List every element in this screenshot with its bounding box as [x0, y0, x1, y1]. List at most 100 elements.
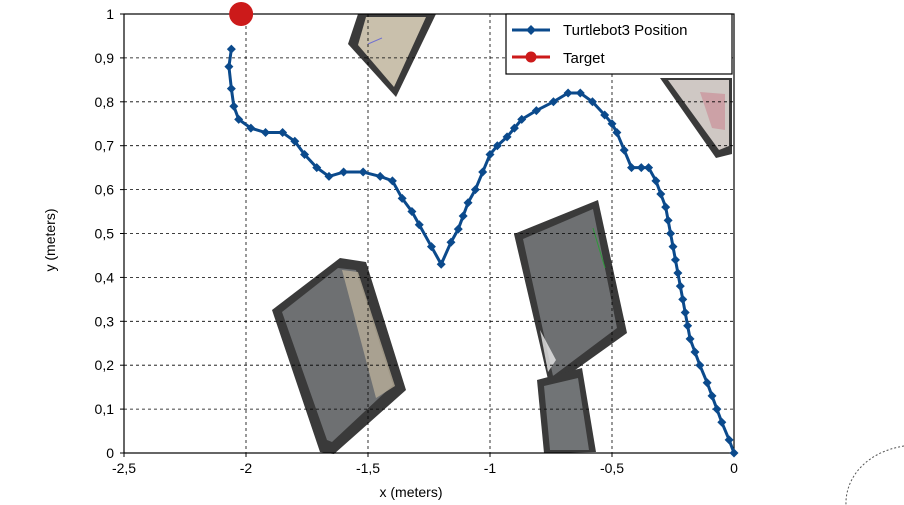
axes: -2,5 -2 -1,5 -1 -0,5 0 0 0,1 0,2 0,3 0,4 0,5 0,6 0,7 0…: [95, 6, 739, 476]
trajectory-point: [683, 321, 693, 331]
obstacles-layer: [272, 14, 732, 454]
trajectory-point: [517, 114, 527, 124]
legend-label-position: Turtlebot3 Position: [563, 22, 688, 39]
trajectory-point: [290, 136, 300, 146]
trajectory-point: [668, 242, 678, 252]
y-tick-label: 0,6: [95, 182, 115, 198]
x-tick-label: -2,5: [112, 460, 136, 476]
trajectory-point: [458, 211, 468, 221]
y-tick-label: 0,5: [95, 226, 115, 242]
y-tick-label: 0,7: [95, 138, 115, 154]
trajectory-point: [229, 101, 239, 111]
trajectory-point: [717, 417, 727, 427]
trajectory-point: [661, 202, 671, 212]
trajectory-point: [387, 176, 397, 186]
trajectory-point: [685, 334, 695, 344]
trajectory-point: [600, 110, 610, 120]
x-tick-label: -2: [240, 460, 253, 476]
series-layer: [224, 2, 739, 458]
trajectory-point: [375, 171, 385, 181]
trajectory-point: [563, 88, 573, 98]
x-tick-label: 0: [730, 460, 738, 476]
obstacle-center-box: [514, 200, 627, 388]
obstacle-left-box: [272, 258, 406, 454]
y-axis-title: y (meters): [42, 209, 58, 272]
trajectory-point: [673, 268, 683, 278]
trajectory-point: [246, 123, 256, 133]
x-tick-label: -1: [484, 460, 497, 476]
trajectory-point: [407, 207, 417, 217]
trajectory-point: [312, 163, 322, 173]
trajectory-point: [670, 255, 680, 265]
legend-marker-diamond: [526, 25, 536, 35]
y-tick-label: 0,9: [95, 50, 115, 66]
trajectory-point: [453, 224, 463, 234]
trajectory-point: [678, 294, 688, 304]
trajectory-point: [680, 308, 690, 318]
trajectory-point: [463, 198, 473, 208]
trajectory-point: [509, 123, 519, 133]
trajectory-point: [470, 185, 480, 195]
trajectory-point: [663, 215, 673, 225]
trajectory-point: [485, 149, 495, 159]
x-tick-label: -0,5: [600, 460, 624, 476]
trajectory-point: [707, 391, 717, 401]
trajectory-point: [695, 360, 705, 370]
trajectory-point: [636, 163, 646, 173]
plot-frame: [123, 13, 735, 454]
trajectory-point: [261, 128, 271, 138]
trajectory-point: [414, 220, 424, 230]
trajectory-point: [607, 119, 617, 129]
trajectory-point: [690, 347, 700, 357]
trajectory-point: [712, 404, 722, 414]
trajectory-point: [656, 189, 666, 199]
trajectory-point: [278, 128, 288, 138]
obstacle-bottom-box: [537, 368, 596, 453]
trajectory-point: [478, 167, 488, 177]
x-axis-title: x (meters): [380, 484, 443, 500]
trajectory-point: [300, 149, 310, 159]
y-tick-label: 0,2: [95, 357, 115, 373]
target-marker: [229, 2, 254, 26]
y-tick-label: 0,3: [95, 313, 115, 329]
trajectory-point: [587, 97, 597, 107]
legend-entry-target: Target: [512, 50, 606, 67]
legend-marker-circle: [525, 51, 537, 63]
trajectory-point: [224, 62, 234, 72]
trajectory-point: [724, 435, 734, 445]
trajectory-point: [612, 128, 622, 138]
y-tick-label: 1: [106, 6, 114, 22]
trajectory-point: [548, 97, 558, 107]
trajectory-point: [339, 167, 349, 177]
trajectory-point: [324, 171, 334, 181]
trajectory-point: [619, 145, 629, 155]
trajectory-point: [651, 176, 661, 186]
trajectory-point: [426, 242, 436, 252]
legend-label-target: Target: [563, 50, 606, 67]
trajectory-point: [436, 259, 446, 269]
trajectory-point: [226, 44, 236, 54]
obstacle-top-box: [348, 14, 436, 97]
y-tick-label: 0,1: [95, 401, 115, 417]
trajectory-point: [531, 106, 541, 116]
trajectory-point: [666, 229, 676, 238]
trajectory-point: [675, 281, 685, 291]
trajectory-point: [729, 448, 739, 458]
y-tick-label: 0: [106, 445, 114, 461]
trajectory-point: [226, 84, 236, 94]
y-tick-label: 0,4: [95, 269, 115, 285]
grid-lines: [124, 14, 734, 453]
trajectory-point: [627, 163, 637, 173]
trajectory-point: [502, 132, 512, 142]
trajectory-point: [492, 141, 502, 151]
legend-box: [505, 13, 733, 75]
trajectory-point: [575, 88, 585, 98]
y-tick-label: 0,8: [95, 94, 115, 110]
x-tick-label: -1,5: [356, 460, 380, 476]
trajectory-point: [397, 193, 407, 203]
legend: Turtlebot3 Position Target: [505, 13, 733, 75]
trajectory-point: [358, 167, 368, 177]
decorative-arc: [845, 445, 904, 505]
trajectory-point: [702, 378, 712, 388]
trajectory-point: [234, 114, 244, 124]
